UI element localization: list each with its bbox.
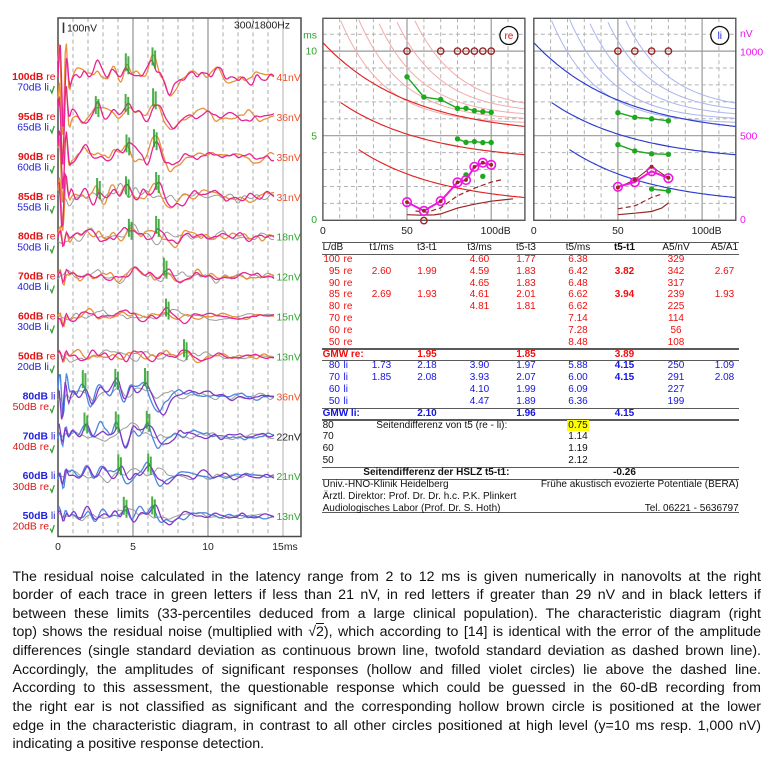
svg-text:10: 10 — [202, 542, 214, 553]
svg-text:ms: ms — [303, 31, 317, 42]
svg-text:50dB re: 50dB re — [18, 351, 56, 362]
svg-text:12nV: 12nV — [277, 273, 301, 284]
svg-text:0: 0 — [531, 226, 537, 237]
svg-text:18nV: 18nV — [277, 233, 301, 244]
svg-text:300/1800Hz: 300/1800Hz — [234, 21, 290, 32]
svg-text:50dB li: 50dB li — [17, 242, 49, 253]
svg-text:60dB li: 60dB li — [17, 162, 49, 173]
svg-text:60dB re: 60dB re — [18, 312, 56, 323]
svg-text:0: 0 — [55, 542, 61, 553]
svg-text:100nV: 100nV — [67, 24, 97, 35]
svg-text:80dB li: 80dB li — [23, 391, 56, 402]
svg-text:55dB li: 55dB li — [17, 202, 49, 213]
svg-text:35nV: 35nV — [277, 153, 301, 164]
svg-text:13nV: 13nV — [277, 512, 301, 523]
svg-text:5: 5 — [311, 131, 317, 142]
svg-text:20dB re: 20dB re — [13, 522, 50, 533]
svg-text:70dB li: 70dB li — [17, 83, 49, 94]
svg-text:10: 10 — [305, 47, 317, 58]
svg-text:50: 50 — [612, 226, 624, 237]
svg-text:100dB re: 100dB re — [12, 72, 56, 83]
svg-text:20dB li: 20dB li — [17, 362, 49, 373]
svg-text:36nV: 36nV — [277, 392, 301, 403]
svg-text:36nV: 36nV — [277, 113, 301, 124]
svg-text:30dB li: 30dB li — [17, 322, 49, 333]
svg-text:30dB re: 30dB re — [13, 482, 50, 493]
svg-text:nV: nV — [740, 29, 753, 40]
svg-text:80dB re: 80dB re — [18, 232, 56, 243]
svg-text:95dB re: 95dB re — [18, 112, 56, 123]
svg-text:70dB re: 70dB re — [18, 272, 56, 283]
svg-text:40dB re: 40dB re — [13, 442, 50, 453]
svg-text:5: 5 — [130, 542, 136, 553]
svg-text:31nV: 31nV — [277, 193, 301, 204]
svg-text:50dB re: 50dB re — [13, 402, 50, 413]
svg-text:0: 0 — [311, 215, 317, 226]
svg-text:15nV: 15nV — [277, 313, 301, 324]
svg-text:15ms: 15ms — [272, 542, 297, 553]
svg-text:65dB li: 65dB li — [17, 123, 49, 134]
svg-text:100dB: 100dB — [692, 226, 722, 237]
svg-text:500: 500 — [740, 131, 758, 142]
svg-text:50: 50 — [401, 226, 413, 237]
svg-text:100dB: 100dB — [481, 226, 511, 237]
svg-text:0: 0 — [740, 215, 746, 226]
svg-text:60dB li: 60dB li — [23, 471, 56, 482]
svg-text:li: li — [718, 31, 722, 42]
svg-text:1000: 1000 — [740, 48, 763, 59]
svg-text:re: re — [504, 31, 513, 42]
svg-text:90dB re: 90dB re — [18, 152, 56, 163]
svg-text:41nV: 41nV — [277, 73, 301, 84]
svg-text:70dB li: 70dB li — [23, 431, 56, 442]
svg-text:21nV: 21nV — [277, 472, 301, 483]
svg-text:40dB li: 40dB li — [17, 282, 49, 293]
svg-text:50dB li: 50dB li — [23, 511, 56, 522]
svg-text:85dB re: 85dB re — [18, 192, 56, 203]
svg-text:13nV: 13nV — [277, 352, 301, 363]
svg-text:22nV: 22nV — [277, 432, 301, 443]
svg-text:0: 0 — [320, 226, 326, 237]
